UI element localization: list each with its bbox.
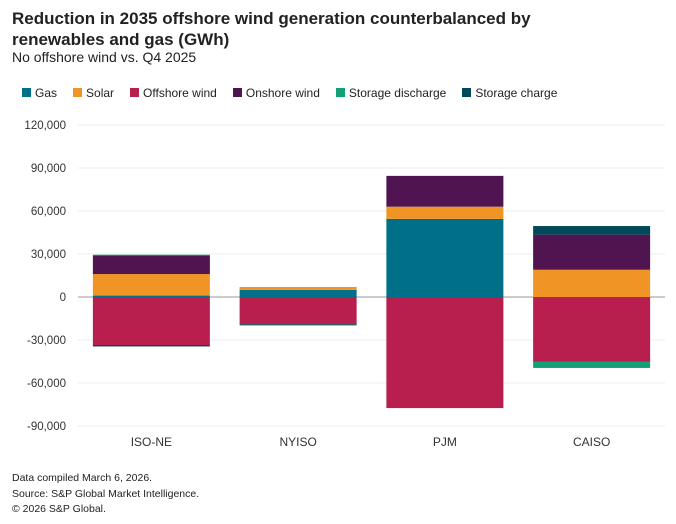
- legend-item: Offshore wind: [130, 86, 217, 100]
- footer-source: Source: S&P Global Market Intelligence.: [12, 487, 200, 500]
- legend-label: Onshore wind: [245, 86, 320, 100]
- legend-item: Storage charge: [462, 86, 557, 100]
- bar-segment: [239, 286, 357, 290]
- chart-subtitle: No offshore wind vs. Q4 2025: [12, 49, 197, 65]
- legend-label: Gas: [35, 86, 58, 100]
- bar-segment: [386, 175, 504, 207]
- x-tick-label: PJM: [433, 435, 457, 449]
- bar-segment: [386, 297, 504, 409]
- legend-label: Storage charge: [475, 86, 558, 100]
- bar-segment: [92, 274, 210, 296]
- bar-segment: [92, 255, 210, 275]
- y-tick-label: 0: [60, 292, 66, 304]
- bar-segment: [386, 206, 504, 219]
- y-tick-label: -30,000: [27, 335, 66, 347]
- y-tick-label: 120,000: [24, 120, 66, 132]
- legend-item: Onshore wind: [232, 86, 320, 100]
- legend-swatch: [73, 88, 83, 97]
- y-tick-label: 60,000: [31, 206, 66, 218]
- bar-segment: [92, 254, 210, 256]
- legend-label: Offshore wind: [143, 86, 217, 100]
- legend-swatch: [462, 88, 472, 97]
- legend-label: Solar: [86, 86, 115, 100]
- x-tick-label: ISO-NE: [131, 435, 172, 449]
- bar-segment: [92, 297, 210, 346]
- footer: Data compiled March 6, 2026. Source: S&P…: [12, 471, 199, 518]
- bar-segment: [533, 361, 651, 368]
- legend-swatch: [232, 88, 242, 97]
- y-tick-label: 90,000: [31, 163, 66, 175]
- bar-segment: [239, 297, 357, 325]
- bar-segment: [239, 289, 357, 297]
- bar-segment: [386, 218, 504, 297]
- legend-item: Gas: [22, 86, 57, 100]
- y-tick-label: 30,000: [31, 249, 66, 261]
- chart-title: Reduction in 2035 offshore wind generati…: [12, 9, 531, 49]
- bar-segment: [533, 226, 651, 235]
- x-tick-label: CAISO: [573, 435, 610, 449]
- y-tick-label: -90,000: [27, 421, 66, 433]
- y-tick-label: -60,000: [27, 378, 66, 390]
- legend-swatch: [335, 88, 345, 97]
- legend-swatch: [130, 88, 140, 97]
- bar-segment: [92, 345, 210, 347]
- legend: Gas Solar Offshore wind Onshore wind Storage…: [22, 86, 557, 100]
- bar-segment: [533, 297, 651, 362]
- legend-item: Storage discharge: [335, 86, 447, 100]
- footer-note: Data compiled March 6, 2026.: [12, 472, 153, 484]
- bar-segment: [92, 295, 210, 297]
- bar-segment: [533, 234, 651, 270]
- bar-segment: [239, 324, 357, 326]
- bar-segment: [533, 269, 651, 297]
- footer-copyright: © 2026 S&P Global.: [12, 503, 106, 515]
- legend-label: Storage discharge: [348, 86, 447, 100]
- legend-item: Solar: [73, 86, 114, 100]
- legend-swatch: [22, 88, 31, 97]
- x-tick-label: NYISO: [279, 435, 316, 449]
